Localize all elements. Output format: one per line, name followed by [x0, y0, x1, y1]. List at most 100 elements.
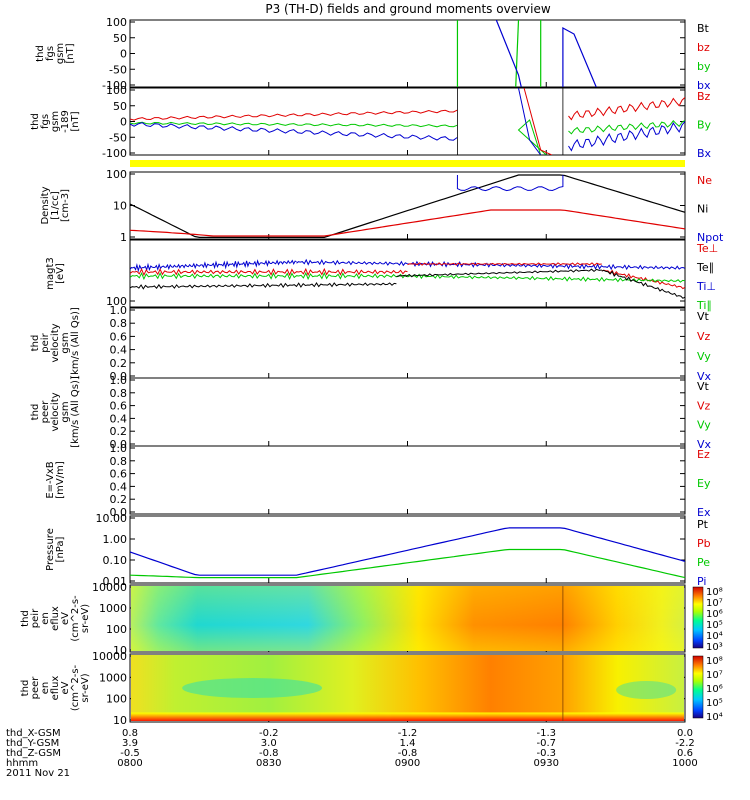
ylabel-line: thd [20, 680, 31, 697]
ytick-label: 0.2 [110, 425, 128, 438]
ylabel-line: eflux [50, 606, 61, 631]
density-traces [130, 174, 685, 238]
panel-frame [129, 445, 686, 515]
trace-Te-perp [407, 262, 602, 266]
ytick-label: 0.4 [110, 412, 128, 425]
peer-spectrogram [131, 655, 684, 721]
ytick-label: 10000 [92, 650, 127, 663]
panel-fgs [129, 19, 686, 88]
panel-peir_vel [129, 307, 686, 379]
footer-value: -0.2 [259, 728, 279, 739]
fgs189-traces [130, 88, 685, 155]
ytick-label: -100 [102, 147, 127, 160]
footer-value: 3.0 [261, 738, 277, 749]
panel-exb [129, 445, 686, 515]
legend-bx: bx [697, 79, 711, 92]
trace-Pi [130, 527, 685, 576]
trace-bx [562, 26, 597, 87]
footer-value: 0930 [534, 758, 559, 769]
panel-peer_vel [129, 377, 686, 447]
legend-Bt: Bt [697, 22, 710, 35]
ytick-label: 0.01 [103, 575, 128, 588]
ytick-label: 0 [120, 116, 127, 129]
trace-Ti-par [130, 271, 408, 281]
ylabel-line: [eV] [55, 263, 66, 284]
ytick-label: 10.00 [96, 512, 128, 525]
legend-Ex: Ex [697, 506, 711, 519]
ytick-label: 100 [106, 16, 127, 29]
legend-Ti∥: Ti∥ [696, 299, 712, 312]
ylabel-line: thd [20, 610, 31, 627]
legend-Vx: Vx [697, 438, 712, 451]
trace-by [515, 20, 520, 87]
ytick-label: 1.0 [110, 374, 128, 387]
figure-title: P3 (TH-D) fields and ground moments over… [265, 2, 550, 16]
ytick-label: 100 [106, 693, 127, 706]
legend-Ne: Ne [697, 174, 712, 187]
colorbar [692, 586, 704, 649]
ylabel-line: en [40, 682, 51, 695]
ylabel-line: en [40, 612, 51, 625]
ylabel-line: eV [60, 681, 71, 694]
legend-by: by [697, 60, 711, 73]
ytick-label: 0.6 [110, 468, 128, 481]
colorbar-tick: 10⁷ [706, 670, 723, 681]
ytick-label: 0.0 [110, 370, 128, 383]
ytick-label: 0 [120, 48, 127, 61]
ytick-label: 100 [106, 623, 127, 636]
ytick-label: 0.8 [110, 455, 128, 468]
peir-spectrogram [131, 586, 684, 651]
ytick-label: 10000 [92, 581, 127, 594]
legend-Vx: Vx [697, 370, 712, 383]
panel-density [129, 171, 686, 240]
trace-Bx [568, 121, 685, 152]
ylabel-line: Density [40, 186, 51, 224]
legend-Vz: Vz [697, 399, 711, 412]
footer-row-label: thd_Y-GSM [6, 738, 59, 749]
ylabel-line: fgs [40, 114, 51, 129]
spectrogram-blob [616, 681, 677, 699]
ylabel-line: velocity [50, 392, 61, 431]
panel-frame [129, 307, 686, 379]
footer-row-label: thd_X-GSM [6, 728, 61, 739]
ytick-label: 0.6 [110, 400, 128, 413]
spectrogram-shade [131, 586, 684, 651]
ytick-label: 0.4 [110, 480, 128, 493]
ytick-label: 50 [113, 100, 127, 113]
ylabel-line: peer [30, 676, 41, 700]
trace-Te-par [601, 269, 685, 299]
panel-pressure [129, 515, 686, 584]
footer-row-label: thd_Z-GSM [6, 748, 61, 759]
panel-frame [129, 515, 686, 584]
ylabel-line: [km/s (All Qs)] [70, 307, 81, 379]
trace-By [568, 119, 685, 135]
ylabel-line: peer [40, 400, 51, 424]
legend-Vt: Vt [697, 310, 710, 323]
ylabel-line: [nPa] [55, 536, 66, 562]
ylabel-line: velocity [50, 323, 61, 362]
footer-value: -0.8 [259, 748, 279, 759]
ylabel-line: gsm [60, 401, 71, 422]
trace-Ne [130, 209, 685, 237]
footer-value: -0.5 [120, 748, 140, 759]
legend-Bz: Bz [697, 90, 711, 103]
colorbar-tick: 10⁸ [706, 656, 723, 667]
panel-frame [129, 171, 686, 240]
ylabel-line: [nT] [65, 43, 76, 63]
legend-bz: bz [697, 41, 710, 54]
ylabel-line: thd [35, 45, 46, 62]
ylabel-line: thd [30, 113, 41, 130]
ytick-label: 1000 [99, 602, 127, 615]
ytick-label: 100 [106, 168, 127, 181]
ylabel-line: [1/cc] [50, 191, 61, 220]
spectrogram-blob [182, 678, 323, 698]
legend-By: By [697, 119, 712, 132]
ylabel-line: fgs [45, 46, 56, 61]
legend-Vy: Vy [697, 419, 711, 432]
ytick-label: 10 [113, 644, 127, 657]
ytick-label: 0.0 [110, 506, 128, 519]
ytick-label: 1.00 [103, 533, 128, 546]
ylabel-line: thd [30, 404, 41, 421]
separator-bar [130, 160, 685, 167]
ylabel-line: gsm [50, 111, 61, 132]
